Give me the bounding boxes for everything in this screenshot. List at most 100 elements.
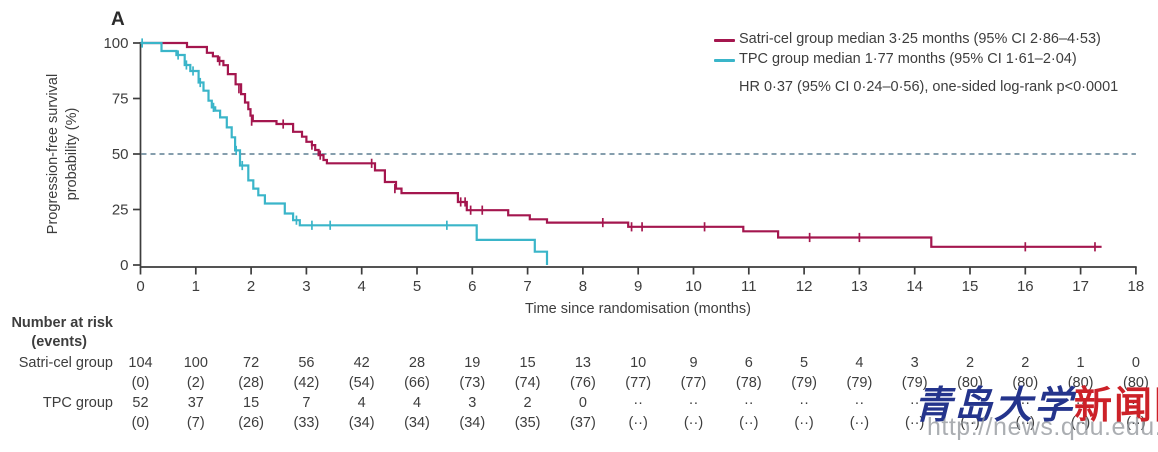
- risk-at-risk-cell: 2: [965, 355, 975, 371]
- risk-events-cell: (66): [404, 374, 430, 391]
- risk-at-risk-cell: ··: [799, 395, 809, 411]
- risk-at-risk-cell: 4: [855, 355, 864, 371]
- y-tick-label: 75: [112, 91, 129, 108]
- risk-at-risk-cell: 13: [574, 355, 591, 371]
- x-tick-label: 12: [796, 278, 813, 295]
- risk-table-header-line2: (events): [31, 334, 87, 351]
- km-curve-tpc-group: [140, 41, 549, 265]
- x-tick-label: 6: [468, 278, 476, 295]
- watermark-logo: 青岛大学新闻网: [914, 374, 1158, 429]
- risk-at-risk-cell: ··: [965, 395, 975, 411]
- risk-row-label: Satri-cel group: [18, 355, 113, 371]
- risk-at-risk-cell: ··: [1075, 395, 1086, 411]
- risk-events-cell: (28): [238, 374, 264, 391]
- risk-at-risk-cell: 15: [519, 355, 536, 371]
- x-axis-title: Time since randomisation (months): [525, 301, 751, 317]
- risk-events-cell: (79): [846, 374, 873, 391]
- risk-at-risk-cell: 4: [412, 395, 422, 411]
- risk-at-risk-cell: ··: [633, 395, 644, 411]
- legend-line-satri-cel: [714, 39, 735, 42]
- risk-at-risk-cell: ··: [743, 395, 754, 411]
- risk-events-cell: (80): [1012, 374, 1039, 391]
- x-tick-label: 4: [358, 278, 366, 295]
- y-tick-label: 100: [103, 35, 128, 52]
- risk-events-cell: (··): [1126, 414, 1146, 431]
- risk-events-cell: (37): [569, 414, 596, 431]
- risk-events-cell: (34): [459, 414, 486, 431]
- risk-events-cell: (80): [957, 374, 983, 391]
- risk-at-risk-cell: ··: [909, 395, 920, 411]
- risk-events-cell: (35): [514, 414, 541, 431]
- x-tick-label: 0: [136, 278, 144, 295]
- risk-events-cell: (77): [680, 374, 707, 391]
- risk-row-label: TPC group: [42, 395, 113, 411]
- risk-events-cell: (78): [735, 374, 762, 391]
- risk-at-risk-cell: ··: [854, 395, 865, 411]
- x-tick-label: 15: [962, 278, 979, 295]
- risk-table-header: Number at risk (events): [0, 314, 113, 352]
- x-tick-label: 9: [634, 278, 642, 295]
- hr-annotation: HR 0·37 (95% CI 0·24–0·56), one-sided lo…: [739, 79, 1119, 95]
- risk-events-cell: (34): [348, 414, 375, 431]
- risk-events-cell: (76): [569, 374, 596, 391]
- risk-events-cell: (··): [960, 414, 980, 431]
- risk-at-risk-cell: 28: [408, 355, 426, 371]
- risk-events-cell: (7): [186, 414, 205, 431]
- x-tick-label: 3: [302, 278, 310, 295]
- risk-at-risk-cell: 72: [243, 355, 260, 371]
- risk-events-cell: (42): [293, 374, 320, 391]
- risk-events-cell: (80): [1067, 374, 1094, 391]
- panel-label: A: [111, 9, 125, 30]
- risk-at-risk-cell: 100: [183, 355, 208, 371]
- y-tick-label: 0: [120, 257, 128, 274]
- risk-events-cell: (··): [1015, 414, 1035, 431]
- risk-at-risk-cell: 19: [464, 355, 481, 371]
- risk-at-risk-cell: 42: [353, 355, 370, 371]
- risk-at-risk-cell: 37: [187, 395, 204, 411]
- risk-at-risk-cell: 52: [132, 395, 149, 411]
- risk-at-risk-cell: 10: [630, 355, 647, 371]
- watermark-text-news: 新闻网: [1074, 385, 1158, 427]
- risk-at-risk-cell: 0: [1131, 355, 1140, 371]
- risk-events-cell: (··): [1070, 414, 1091, 431]
- risk-events-cell: (··): [739, 414, 759, 431]
- y-axis-title-line1: Progression-free survival: [45, 73, 61, 235]
- legend-label-tpc: TPC group median 1·77 months (95% CI 1·6…: [739, 51, 1077, 67]
- risk-events-cell: (··): [794, 414, 814, 431]
- x-tick-label: 11: [741, 278, 757, 295]
- watermark-url: http://news.qdu.edu.cn: [927, 413, 1158, 441]
- x-tick-label: 17: [1072, 278, 1089, 295]
- risk-events-cell: (··): [628, 414, 648, 431]
- risk-events-cell: (77): [625, 374, 652, 391]
- x-tick-label: 13: [851, 278, 868, 295]
- risk-at-risk-cell: 6: [744, 355, 753, 371]
- risk-events-cell: (80): [1122, 374, 1149, 391]
- x-tick-label: 18: [1128, 278, 1145, 295]
- y-tick-label: 25: [112, 202, 129, 219]
- risk-at-risk-cell: ··: [1020, 395, 1031, 411]
- risk-at-risk-cell: 0: [578, 395, 587, 411]
- risk-events-cell: (··): [683, 414, 704, 431]
- risk-events-cell: (26): [238, 414, 264, 431]
- risk-table-header-line1: Number at risk: [11, 315, 113, 331]
- risk-events-cell: (··): [905, 414, 925, 431]
- x-tick-label: 8: [579, 278, 587, 295]
- y-axis-title-line2: probability (%): [64, 107, 81, 201]
- risk-at-risk-cell: 104: [128, 355, 153, 371]
- legend-label-satri-cel: Satri-cel group median 3·25 months (95% …: [739, 31, 1101, 47]
- x-tick-label: 14: [906, 278, 923, 295]
- risk-events-cell: (··): [849, 414, 870, 431]
- risk-at-risk-cell: 2: [1021, 355, 1030, 371]
- risk-events-cell: (79): [901, 374, 928, 391]
- risk-events-cell: (79): [791, 374, 817, 391]
- legend-line-tpc: [714, 59, 735, 62]
- risk-at-risk-cell: ··: [688, 395, 699, 411]
- risk-events-cell: (2): [186, 374, 205, 391]
- risk-at-risk-cell: 7: [302, 395, 311, 411]
- risk-at-risk-cell: 56: [298, 355, 315, 371]
- x-tick-label: 7: [523, 278, 531, 295]
- risk-at-risk-cell: 9: [689, 355, 698, 371]
- y-tick-label: 50: [112, 146, 129, 163]
- risk-at-risk-cell: 2: [523, 395, 532, 411]
